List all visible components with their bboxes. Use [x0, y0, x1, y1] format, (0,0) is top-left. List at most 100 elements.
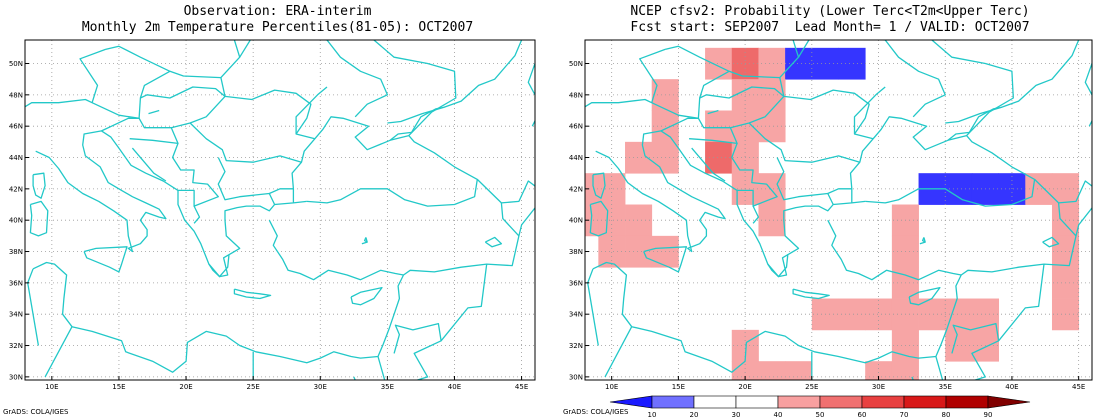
lat-tick-label: 30N	[569, 373, 583, 381]
coastline	[443, 40, 523, 109]
right-title-line2: Fcst start: SEP2007 Lead Month= 1 / VALI…	[630, 20, 1030, 35]
coastline	[589, 200, 609, 237]
country-border	[500, 202, 520, 237]
left-title-line1: Observation: ERA-interim	[183, 4, 372, 19]
colorbar-segment	[903, 395, 947, 409]
left-map-background	[25, 40, 535, 380]
country-border	[413, 340, 442, 380]
country-border	[689, 138, 738, 145]
lon-tick-label: 20E	[738, 383, 751, 391]
coastline	[233, 288, 272, 300]
lat-tick-label: 44N	[9, 154, 23, 162]
country-border	[752, 205, 760, 224]
probability-cell	[785, 361, 813, 380]
country-border	[403, 178, 535, 276]
coastline	[592, 172, 606, 199]
country-border	[295, 86, 328, 140]
country-border	[748, 122, 860, 163]
lon-tick-label: 25E	[805, 383, 818, 391]
lat-tick-label: 46N	[569, 123, 583, 131]
coastline	[592, 261, 962, 373]
coastline	[527, 61, 535, 127]
probability-cell	[891, 361, 919, 380]
colorbar-segment	[819, 395, 863, 409]
country-border	[25, 86, 312, 135]
country-border	[1057, 202, 1077, 237]
coastline	[827, 219, 962, 281]
lon-tick-label: 25E	[246, 383, 259, 391]
colorbar-segment	[651, 395, 695, 409]
country-border	[101, 117, 219, 207]
lon-tick-label: 10E	[605, 383, 618, 391]
lon-tick-label: 40E	[1005, 383, 1018, 391]
coastline	[32, 172, 46, 199]
coastline	[945, 106, 1002, 141]
coastline	[792, 288, 830, 300]
lat-tick-label: 34N	[9, 311, 23, 319]
lat-tick-label: 36N	[9, 279, 23, 287]
country-border	[639, 48, 666, 103]
country-border	[797, 40, 886, 58]
colorbar: 10 20 30 40 50 60 70 80 90	[609, 395, 1031, 419]
lon-tick-label: 30E	[872, 383, 885, 391]
lat-tick-label: 38N	[569, 248, 583, 256]
country-border	[171, 95, 226, 129]
probability-cell	[865, 361, 893, 380]
colorbar-label: 10	[648, 411, 657, 419]
coastline	[484, 236, 503, 248]
coastline	[363, 237, 368, 243]
country-border	[971, 340, 999, 380]
country-border	[664, 45, 730, 72]
country-border	[931, 40, 1014, 137]
probability-cell	[598, 235, 626, 268]
country-border	[393, 264, 488, 354]
coastline	[268, 219, 404, 281]
coastline	[884, 40, 946, 118]
country-border	[131, 147, 167, 182]
lat-tick-label: 40N	[9, 217, 23, 225]
left-map: 10E 15E 20E 25E 30E 35E 40E 45E 30N 32N 34N 36N 38N 4…	[9, 39, 536, 391]
country-border	[373, 40, 457, 137]
country-border	[951, 264, 1045, 354]
lat-tick-label: 48N	[569, 91, 583, 99]
probability-cell	[758, 361, 786, 380]
lon-tick-label: 20E	[179, 383, 192, 391]
country-border	[220, 77, 226, 97]
left-gridlines	[25, 40, 535, 380]
lat-tick-label: 32N	[569, 342, 583, 350]
coastline	[148, 109, 160, 115]
country-border	[853, 86, 886, 140]
right-credit: GrADS: COLA/IGES	[563, 408, 629, 416]
coastline	[595, 130, 726, 253]
colorbar-label: 70	[900, 411, 909, 419]
coastline	[1091, 149, 1092, 151]
coastline	[1001, 40, 1080, 109]
colorbar-segment	[735, 395, 779, 409]
lat-tick-label: 50N	[569, 60, 583, 68]
colorbar-segment	[861, 395, 905, 409]
lat-tick-label: 50N	[9, 60, 23, 68]
right-title-line1: NCEP cfsv2: Probability (Lower Terc<T2m<…	[630, 4, 1030, 19]
lon-tick-label: 35E	[381, 383, 394, 391]
coastline	[32, 261, 405, 373]
coastline	[83, 246, 128, 273]
lat-tick-label: 40N	[569, 217, 583, 225]
country-border	[239, 40, 327, 58]
colorbar-label: 30	[732, 411, 741, 419]
lat-tick-label: 42N	[9, 185, 23, 193]
country-border	[730, 95, 785, 129]
colorbar-label: 40	[774, 411, 783, 419]
coastline	[908, 286, 941, 306]
country-border	[269, 188, 294, 195]
coastline	[387, 106, 445, 141]
lat-tick-label: 32N	[9, 342, 23, 350]
country-border	[193, 205, 201, 224]
coastline	[643, 246, 688, 273]
country-border	[827, 188, 852, 195]
lon-tick-label: 40E	[448, 383, 461, 391]
colorbar-segment	[609, 395, 653, 409]
lat-tick-label: 38N	[9, 248, 23, 256]
coastline	[660, 130, 866, 278]
colorbar-label: 90	[984, 411, 993, 419]
coastline	[1042, 236, 1060, 248]
